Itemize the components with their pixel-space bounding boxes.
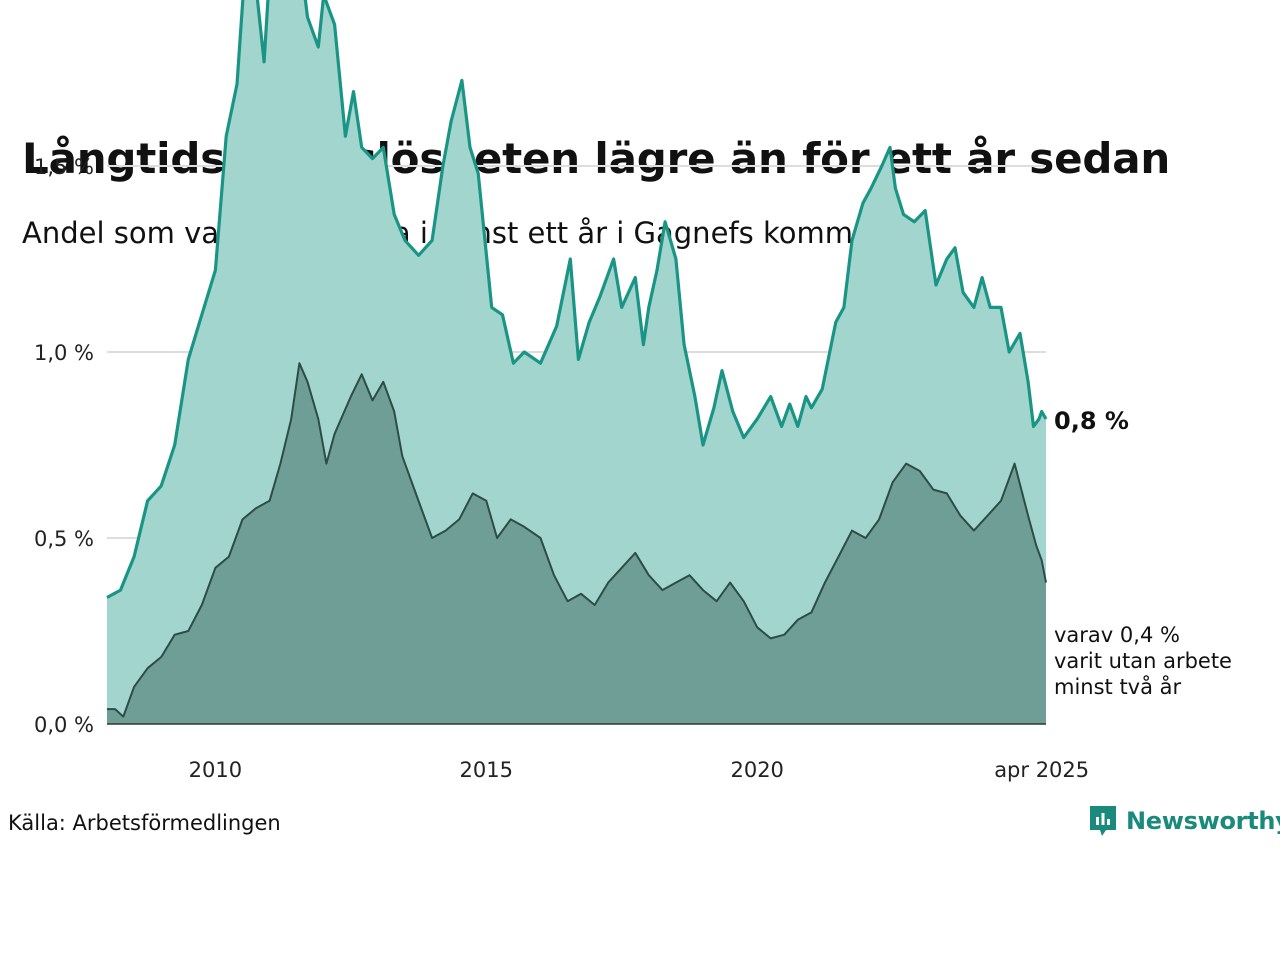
x-axis: 2010 2015 2020 apr 2025 bbox=[189, 758, 1090, 782]
y-tick-label: 0,0 % bbox=[34, 713, 94, 737]
series-layer bbox=[106, 0, 1048, 725]
brand-name: Newsworthy bbox=[1126, 807, 1280, 835]
y-tick-label: 1,5 % bbox=[34, 155, 94, 179]
series-area-sub bbox=[107, 363, 1046, 724]
newsworthy-logo: Newsworthy bbox=[1088, 804, 1280, 838]
series-line-sub bbox=[107, 362, 1047, 718]
source-note: Källa: Arbetsförmedlingen bbox=[8, 811, 281, 835]
x-tick-label: 2015 bbox=[460, 758, 513, 782]
sub-end-label-line: varav 0,4 % bbox=[1054, 623, 1180, 647]
sub-end-label-line: minst två år bbox=[1054, 674, 1182, 699]
x-tick-label: 2010 bbox=[189, 758, 242, 782]
sub-end-label: varav 0,4 % varit utan arbete minst två år bbox=[1054, 623, 1232, 699]
y-tick-label: 1,0 % bbox=[34, 341, 94, 365]
main-end-label: 0,8 % bbox=[1054, 407, 1129, 435]
series-line-main bbox=[106, 0, 1048, 599]
y-axis: 0,0 %0,5 %1,0 %1,5 %2,0 % bbox=[34, 155, 94, 737]
newsworthy-logo-icon bbox=[1090, 806, 1116, 836]
y-tick-label: 0,5 % bbox=[34, 527, 94, 551]
sub-end-label-line: varit utan arbete bbox=[1054, 649, 1232, 673]
end-labels: 0,8 % varav 0,4 % varit utan arbete minst t… bbox=[1054, 407, 1232, 699]
x-tick-label: 2020 bbox=[730, 758, 783, 782]
chart-title: Långtidsarbetslösheten lägre än för ett … bbox=[22, 134, 1171, 183]
x-tick-label: apr 2025 bbox=[994, 758, 1089, 782]
